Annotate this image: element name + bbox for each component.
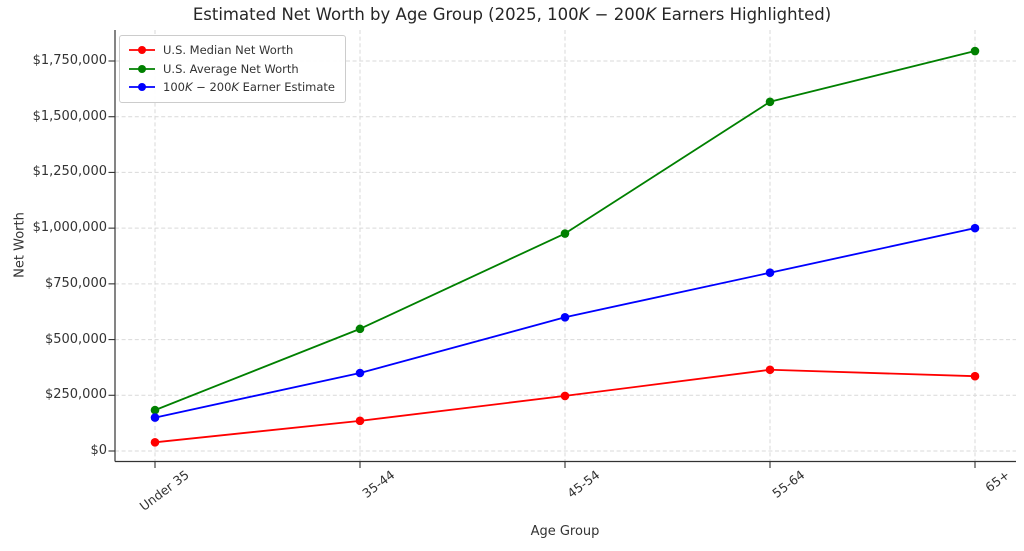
legend-dot [138,83,146,92]
data-point [355,324,365,334]
data-point [765,268,775,278]
y-tick-label: $0 [90,443,107,458]
chart-title: Estimated Net Worth by Age Group (2025, … [192,5,832,24]
data-point [150,437,160,447]
y-tick-label: $500,000 [44,331,107,347]
legend-marker-ff0000 [129,46,155,55]
data-series [150,46,980,447]
legend: U.S. Median Net Worth U.S. Average Net Wo… [119,35,346,103]
series-u-s-average-net-worth [150,46,980,415]
data-point [970,371,980,381]
legend-label: U.S. Average Net Worth [163,61,299,76]
tick-marks [108,60,976,468]
data-point [150,413,160,422]
legend-item: U.S. Average Net Worth [128,60,335,79]
series-100k-200k-earner-estimate [150,223,980,422]
data-point [560,391,570,401]
legend-item: U.S. Median Net Worth [128,41,335,60]
y-tick-label: $1,500,000 [32,108,107,124]
y-tick-label: $750,000 [44,275,107,291]
data-point [150,405,160,415]
data-point [970,223,980,233]
legend-marker-008000 [129,64,155,73]
y-axis-title: Net Worth [12,212,28,278]
data-point [560,312,570,322]
data-point [765,365,775,375]
series-u-s-median-net-worth [150,365,980,447]
y-tick-label: $1,000,000 [32,220,107,236]
data-point [355,368,365,378]
data-point [970,46,980,56]
legend-dot [138,64,146,73]
x-axis-title: Age Group [530,524,600,539]
y-tick-label: $1,250,000 [32,164,107,180]
data-point [560,229,570,238]
y-tick-label: $1,750,000 [32,53,107,68]
legend-label: 100K − 200K Earner Estimate [163,80,335,95]
data-point [355,416,365,426]
data-point [765,97,775,107]
legend-dot [138,46,146,55]
y-tick-label: $250,000 [44,387,107,403]
legend-label: U.S. Median Net Worth [163,43,294,58]
legend-marker-0000ff [129,83,155,92]
legend-item: 100K − 200K Earner Estimate [128,78,335,97]
